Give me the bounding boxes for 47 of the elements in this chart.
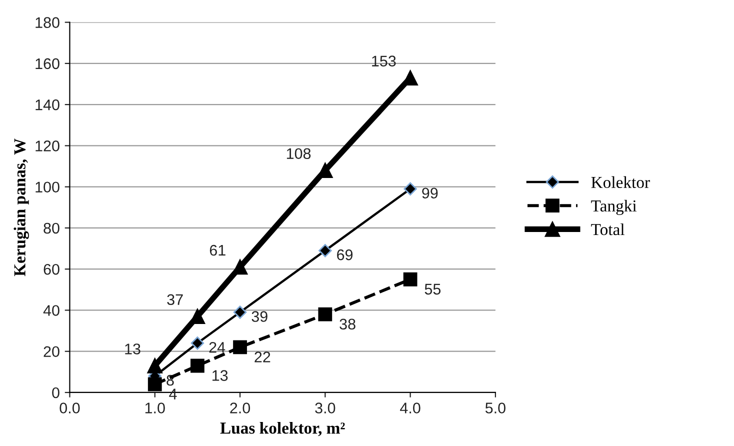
point bbox=[147, 358, 163, 374]
point bbox=[318, 244, 332, 258]
y-tick-label: 0 bbox=[52, 387, 60, 398]
point bbox=[318, 307, 332, 322]
point bbox=[148, 377, 162, 392]
point bbox=[190, 358, 204, 373]
legend-label: Tangki bbox=[591, 200, 637, 216]
data-label: 39 bbox=[252, 311, 268, 322]
data-label: 108 bbox=[286, 148, 311, 160]
data-label: 153 bbox=[372, 56, 396, 66]
y-tick-label: 40 bbox=[43, 305, 60, 316]
data-label: 13 bbox=[212, 370, 228, 381]
data-label: 69 bbox=[337, 249, 353, 260]
x-tick-label: 5.0 bbox=[485, 402, 506, 414]
y-tick-label: 140 bbox=[36, 99, 60, 110]
data-label: 38 bbox=[340, 318, 356, 330]
point bbox=[232, 259, 248, 275]
data-label: 24 bbox=[209, 342, 226, 353]
data-label: 13 bbox=[125, 344, 140, 354]
x-tick-label: 1.0 bbox=[145, 402, 165, 414]
y-tick-label: 80 bbox=[44, 222, 60, 234]
y-tick-label: 60 bbox=[44, 264, 60, 275]
y-tick-label: 100 bbox=[36, 182, 60, 193]
y-axis-title: Kerugian panas, W bbox=[14, 138, 29, 276]
y-tick-label: 180 bbox=[36, 17, 60, 28]
point bbox=[318, 162, 333, 178]
point bbox=[403, 272, 418, 286]
legend-label: Kolektor bbox=[591, 176, 650, 188]
point bbox=[404, 182, 417, 196]
y-tick-label: 160 bbox=[36, 58, 60, 70]
data-label: 22 bbox=[254, 352, 270, 362]
x-tick-label: 4.0 bbox=[400, 402, 420, 414]
x-axis-title: Luas kolektor, m² bbox=[220, 422, 345, 436]
x-tick-label: 3.0 bbox=[315, 402, 336, 414]
data-label: 55 bbox=[424, 284, 441, 295]
data-label: 61 bbox=[210, 244, 226, 256]
x-tick-label: 2.0 bbox=[230, 402, 250, 414]
legend-label: Total bbox=[591, 223, 624, 236]
point bbox=[233, 340, 247, 354]
data-label: 37 bbox=[167, 294, 183, 306]
point bbox=[233, 306, 247, 319]
point bbox=[190, 308, 206, 324]
x-tick-label: 0.0 bbox=[60, 402, 80, 414]
y-tick-label: 20 bbox=[44, 346, 60, 358]
point bbox=[190, 336, 204, 350]
y-tick-label: 120 bbox=[36, 140, 60, 152]
data-label: 99 bbox=[422, 188, 438, 199]
